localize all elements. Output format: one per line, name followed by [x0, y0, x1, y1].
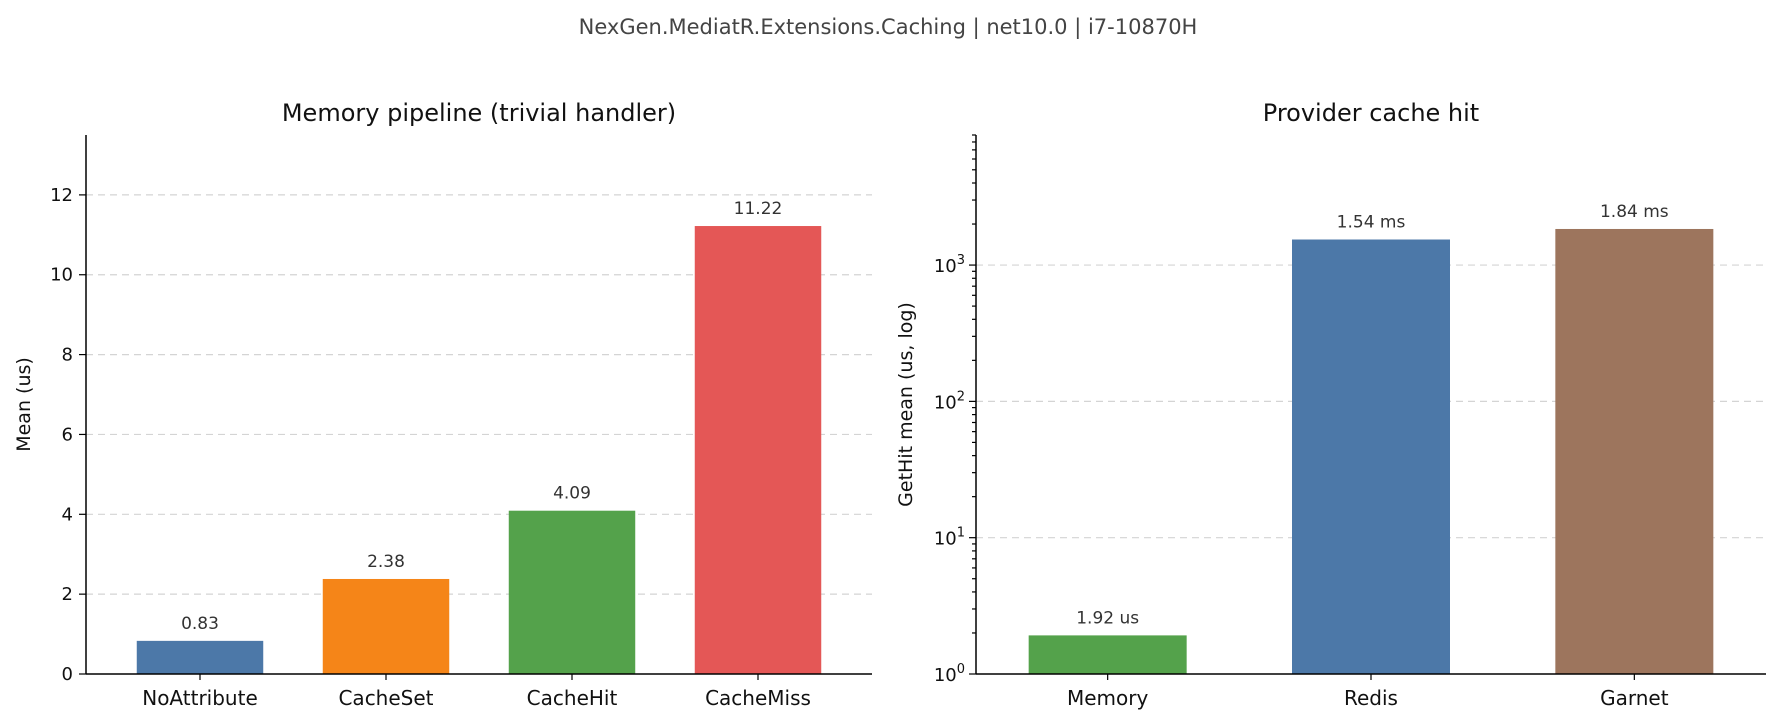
- x-tick-label-cacheset: CacheSet: [338, 686, 433, 710]
- bar-cachehit: [508, 510, 636, 674]
- bar-redis: [1292, 239, 1450, 675]
- data-label-garnet: 1.84 ms: [1600, 202, 1669, 222]
- y-tick-label: 8: [62, 345, 73, 366]
- data-label-redis: 1.54 ms: [1337, 213, 1406, 233]
- y-tick-label: 100: [934, 662, 965, 686]
- y-tick-label: 2: [62, 584, 73, 605]
- bar-memory: [1028, 635, 1187, 674]
- y-axis-label: GetHit mean (us, log): [895, 302, 917, 507]
- suptitle: NexGen.MediatR.Extensions.Caching | net1…: [579, 15, 1198, 40]
- chart-title: Memory pipeline (trivial handler): [282, 99, 676, 127]
- y-tick-label: 0: [62, 664, 73, 685]
- chart-panel-1: 0.83 NoAttribute 2.38 CacheSet 4.09 CacheHit 1…: [13, 99, 872, 710]
- y-tick-label: 4: [62, 504, 73, 525]
- data-label-cacheset: 2.38: [367, 552, 405, 572]
- x-tick-label-redis: Redis: [1344, 686, 1398, 710]
- data-label-cachehit: 4.09: [553, 484, 591, 504]
- y-tick-label: 12: [50, 185, 73, 206]
- chart-title: Provider cache hit: [1263, 99, 1479, 127]
- y-tick-label: 6: [62, 424, 73, 445]
- data-label-memory: 1.92 us: [1076, 608, 1139, 628]
- data-label-noattribute: 0.83: [181, 614, 219, 634]
- x-tick-label-garnet: Garnet: [1600, 686, 1669, 710]
- chart-panel-2: 1.92 us Memory 1.54 ms Redis 1.84 ms Garnet 10…: [895, 99, 1766, 710]
- y-tick-label: 102: [934, 389, 965, 413]
- x-tick-label-memory: Memory: [1067, 686, 1149, 710]
- data-label-cachemiss: 11.22: [734, 199, 783, 219]
- bar-garnet: [1555, 228, 1714, 675]
- bar-cacheset: [322, 578, 450, 674]
- y-tick-label: 103: [934, 253, 965, 277]
- bar-noattribute: [136, 640, 264, 674]
- y-tick-label: 101: [934, 526, 965, 550]
- bar-cachemiss: [694, 226, 822, 674]
- x-tick-label-noattribute: NoAttribute: [142, 686, 258, 710]
- x-tick-label-cachehit: CacheHit: [527, 686, 618, 710]
- y-axis-label: Mean (us): [13, 357, 35, 452]
- y-tick-label: 10: [50, 265, 73, 286]
- x-tick-label-cachemiss: CacheMiss: [705, 686, 811, 710]
